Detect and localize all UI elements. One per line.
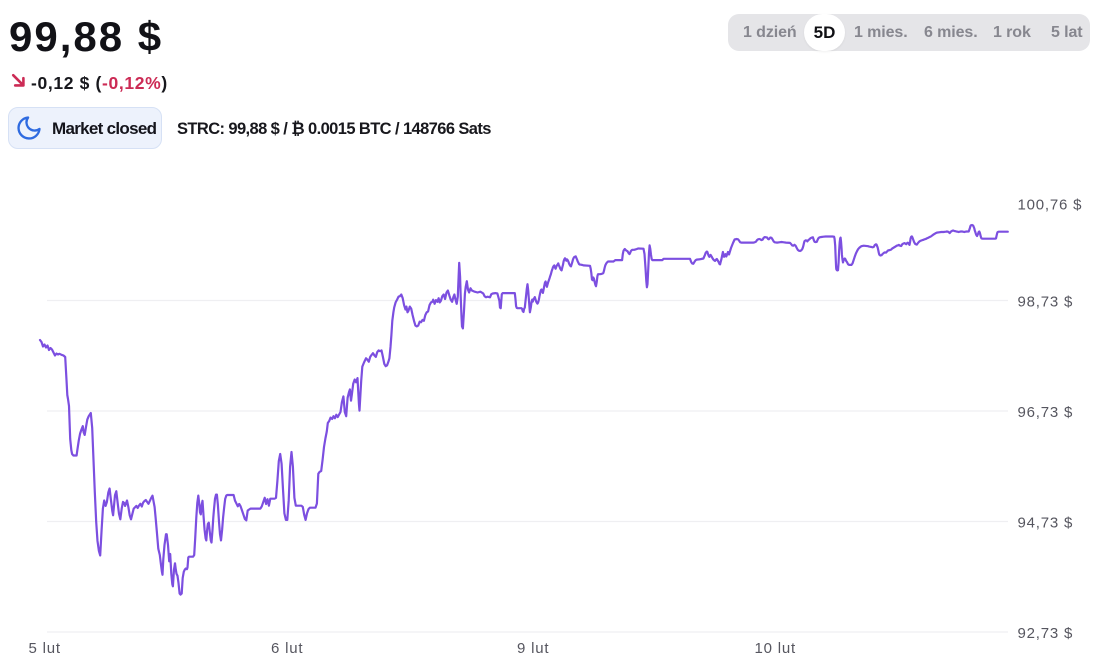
svg-text:100,76 $: 100,76 $ bbox=[1018, 197, 1083, 214]
svg-text:10 lut: 10 lut bbox=[755, 640, 797, 657]
svg-text:92,73 $: 92,73 $ bbox=[1018, 625, 1074, 642]
svg-text:9 lut: 9 lut bbox=[517, 640, 549, 657]
svg-text:6 lut: 6 lut bbox=[271, 640, 303, 657]
svg-text:94,73 $: 94,73 $ bbox=[1018, 515, 1074, 532]
svg-text:98,73 $: 98,73 $ bbox=[1018, 294, 1074, 311]
svg-text:5 lut: 5 lut bbox=[29, 640, 61, 657]
svg-text:96,73 $: 96,73 $ bbox=[1018, 404, 1074, 421]
